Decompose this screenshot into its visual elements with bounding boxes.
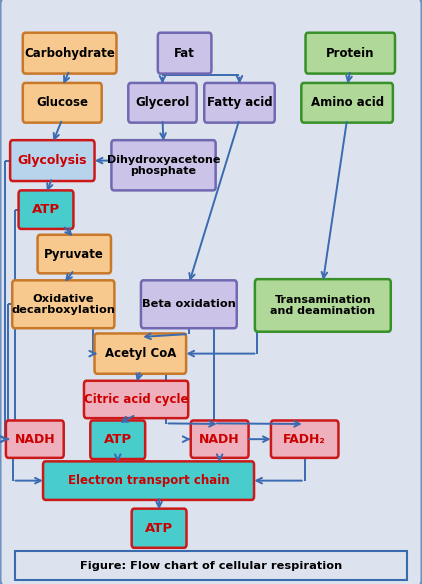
Text: Citric acid cycle: Citric acid cycle xyxy=(84,393,188,406)
FancyBboxPatch shape xyxy=(90,420,145,459)
Text: Glycolysis: Glycolysis xyxy=(18,154,87,167)
FancyBboxPatch shape xyxy=(19,190,73,229)
Text: NADH: NADH xyxy=(199,433,240,446)
Text: NADH: NADH xyxy=(14,433,55,446)
FancyBboxPatch shape xyxy=(204,83,275,123)
FancyBboxPatch shape xyxy=(271,420,338,458)
Text: ATP: ATP xyxy=(32,203,60,216)
Text: FADH₂: FADH₂ xyxy=(283,433,326,446)
Text: Fatty acid: Fatty acid xyxy=(207,96,272,109)
Text: Fat: Fat xyxy=(174,47,195,60)
Text: ATP: ATP xyxy=(145,522,173,535)
FancyBboxPatch shape xyxy=(128,83,197,123)
Text: Glycerol: Glycerol xyxy=(135,96,189,109)
FancyBboxPatch shape xyxy=(15,551,407,580)
Text: Dihydroxyacetone
phosphate: Dihydroxyacetone phosphate xyxy=(107,155,220,176)
Text: ATP: ATP xyxy=(104,433,132,446)
FancyBboxPatch shape xyxy=(23,83,102,123)
FancyBboxPatch shape xyxy=(10,140,95,181)
FancyBboxPatch shape xyxy=(301,83,393,123)
FancyBboxPatch shape xyxy=(158,33,211,74)
Text: Protein: Protein xyxy=(326,47,374,60)
Text: Pyruvate: Pyruvate xyxy=(44,248,104,260)
Text: Glucose: Glucose xyxy=(36,96,88,109)
FancyBboxPatch shape xyxy=(111,140,216,190)
Text: Acetyl CoA: Acetyl CoA xyxy=(105,347,176,360)
FancyBboxPatch shape xyxy=(12,280,114,328)
Text: Figure: Flow chart of cellular respiration: Figure: Flow chart of cellular respirati… xyxy=(80,561,342,571)
FancyBboxPatch shape xyxy=(141,280,237,328)
FancyBboxPatch shape xyxy=(43,461,254,500)
FancyBboxPatch shape xyxy=(191,420,249,458)
Text: Transamination
and deamination: Transamination and deamination xyxy=(270,295,376,316)
FancyBboxPatch shape xyxy=(255,279,391,332)
FancyBboxPatch shape xyxy=(38,235,111,273)
FancyBboxPatch shape xyxy=(23,33,116,74)
Text: Amino acid: Amino acid xyxy=(311,96,384,109)
FancyBboxPatch shape xyxy=(95,333,186,374)
FancyBboxPatch shape xyxy=(6,420,64,458)
Text: Electron transport chain: Electron transport chain xyxy=(68,474,229,487)
FancyBboxPatch shape xyxy=(84,381,188,418)
FancyBboxPatch shape xyxy=(306,33,395,74)
Text: Beta oxidation: Beta oxidation xyxy=(142,299,236,310)
FancyBboxPatch shape xyxy=(132,509,187,548)
Text: Carbohydrate: Carbohydrate xyxy=(24,47,115,60)
Text: Oxidative
decarboxylation: Oxidative decarboxylation xyxy=(11,294,115,315)
